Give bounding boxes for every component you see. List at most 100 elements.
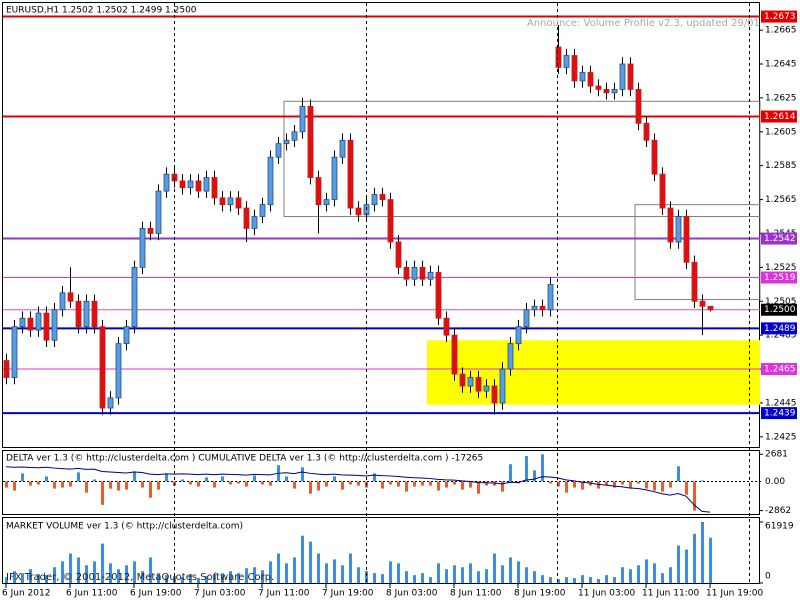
volume-bar xyxy=(53,567,56,583)
y-tick-label: 1.2665 xyxy=(765,26,797,36)
volume-bar xyxy=(141,571,144,583)
level-box xyxy=(761,363,797,376)
candle-body xyxy=(427,272,434,280)
cumulative-delta-line xyxy=(5,466,711,513)
candle-body xyxy=(11,326,18,378)
volume-bar xyxy=(197,578,200,583)
volume-bar xyxy=(109,563,112,583)
volume-bar xyxy=(661,573,664,583)
delta-bar xyxy=(117,481,120,491)
volume-bar xyxy=(469,563,472,583)
volume-bar xyxy=(37,574,40,583)
volume-bar xyxy=(453,565,456,583)
delta-bar xyxy=(165,474,168,482)
candle-body xyxy=(147,227,154,234)
delta-bar xyxy=(413,481,416,487)
candle-body xyxy=(371,194,378,206)
volume-bar xyxy=(13,571,16,583)
delta-bar xyxy=(349,481,352,485)
candle-body xyxy=(187,180,194,189)
chart-title: EURUSD,H1 1.2502 1.2502 1.2499 1.2500 xyxy=(6,6,197,16)
delta-bar xyxy=(293,481,296,489)
annotation: Announce: Volume Profile v2.3, updated 2… xyxy=(527,18,760,29)
candle-body xyxy=(419,266,426,280)
delta-bar xyxy=(269,481,272,486)
level-box xyxy=(761,110,797,123)
volume-bar xyxy=(125,565,128,583)
delta-bar xyxy=(301,467,304,482)
volume-bar xyxy=(237,573,240,583)
delta-bar xyxy=(141,481,144,488)
candle-body xyxy=(675,216,682,243)
delta-bar xyxy=(397,481,400,487)
candle-body xyxy=(579,72,586,82)
delta-bar xyxy=(109,481,112,489)
volume-bar xyxy=(245,568,248,583)
delta-bar xyxy=(85,481,88,493)
delta-bar xyxy=(565,481,568,493)
candle-body xyxy=(275,143,282,158)
delta-bar xyxy=(509,464,512,482)
watermark: IFX Trader, © 2001-2012, MetaQuotes Soft… xyxy=(6,572,274,583)
delta-bar xyxy=(669,481,672,488)
delta-bar xyxy=(197,481,200,487)
volume-bar xyxy=(653,563,656,583)
candle-body xyxy=(643,122,650,141)
x-tick-label: 6 Jun 2012 xyxy=(2,589,50,599)
level-label: 1.2489 xyxy=(764,324,796,334)
x-tick-label: 8 Jun 11:00 xyxy=(450,589,502,599)
candle-body xyxy=(435,272,442,319)
x-tick-label: 7 Jun 11:00 xyxy=(258,589,310,599)
candle-body xyxy=(307,105,314,178)
candle-body xyxy=(547,283,554,311)
delta-bar xyxy=(357,481,360,486)
y-tick-label: 1.2525 xyxy=(765,263,797,273)
delta-bar xyxy=(13,481,16,491)
x-tick-label: 8 Jun 19:00 xyxy=(514,589,566,599)
candle-body xyxy=(299,105,306,133)
volume-bar xyxy=(501,565,504,583)
delta-bar xyxy=(37,481,40,485)
delta-bar xyxy=(485,481,488,486)
volume-bar xyxy=(685,549,688,583)
delta-bar xyxy=(453,481,456,485)
volume-bar xyxy=(309,541,312,583)
delta-bar xyxy=(581,481,584,490)
candle-body xyxy=(451,334,458,375)
delta-bar xyxy=(693,481,696,511)
delta-bar xyxy=(621,481,624,485)
delta-bar xyxy=(429,481,432,486)
volume-bar xyxy=(317,553,320,583)
candle-body xyxy=(499,368,506,404)
volume-bar xyxy=(69,553,72,583)
candle-body xyxy=(595,85,602,90)
delta-bar xyxy=(133,471,136,482)
volume-bar xyxy=(165,575,168,583)
candle-body xyxy=(411,266,418,280)
volume-bar xyxy=(621,567,624,583)
y-tick-label: 1.2645 xyxy=(765,60,797,70)
volume-bar xyxy=(397,563,400,583)
candle-body xyxy=(539,305,546,311)
volume-bar xyxy=(541,575,544,583)
volume-bar xyxy=(277,553,280,583)
x-tick-label: 7 Jun 03:00 xyxy=(194,589,246,599)
volume-bar xyxy=(269,561,272,583)
candle-body xyxy=(379,194,386,200)
delta-bar xyxy=(685,481,688,495)
volume-bar xyxy=(581,575,584,583)
x-tick-label: 7 Jun 19:00 xyxy=(322,589,374,599)
volume-bar xyxy=(293,557,296,583)
zone xyxy=(634,204,761,301)
candle-body xyxy=(131,266,138,328)
delta-bar xyxy=(229,481,232,485)
candle-body xyxy=(99,326,106,409)
delta-bar xyxy=(205,477,208,482)
delta-bar xyxy=(549,481,552,484)
delta-title: DELTA ver 1.3 (© http://clusterdelta.com… xyxy=(6,454,483,464)
x-tick-label: 6 Jun 11:00 xyxy=(66,589,118,599)
delta-bar xyxy=(253,475,256,482)
delta-bar xyxy=(325,481,328,487)
x-tick-label: 6 Jun 19:00 xyxy=(130,589,182,599)
